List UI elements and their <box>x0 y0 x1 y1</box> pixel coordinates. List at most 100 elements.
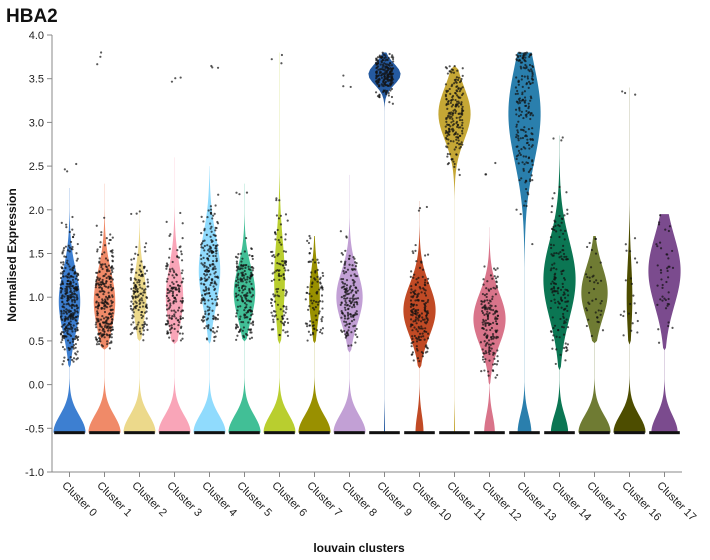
data-point <box>344 260 347 263</box>
data-point <box>482 278 485 281</box>
data-point <box>174 286 177 289</box>
data-point <box>273 300 277 303</box>
data-point <box>486 316 490 319</box>
data-point <box>566 212 569 215</box>
data-point <box>666 253 669 256</box>
data-point <box>72 344 75 347</box>
data-point <box>142 301 145 304</box>
data-point <box>201 263 205 266</box>
data-point <box>483 360 486 364</box>
data-point <box>108 347 111 350</box>
data-point <box>354 265 358 268</box>
data-point <box>350 320 354 323</box>
data-point <box>207 288 210 291</box>
data-point <box>172 339 175 342</box>
data-point <box>550 210 553 214</box>
data-point <box>273 271 276 274</box>
data-point <box>67 273 70 276</box>
data-point <box>75 259 78 262</box>
data-point <box>275 288 278 291</box>
data-point <box>181 222 184 225</box>
data-point <box>426 282 429 285</box>
data-point <box>515 113 518 116</box>
data-point <box>207 299 210 302</box>
data-point <box>551 316 554 319</box>
data-point <box>565 318 568 321</box>
data-point <box>139 286 142 289</box>
data-point <box>410 310 413 313</box>
data-point <box>137 308 140 312</box>
data-point <box>144 272 147 275</box>
data-point <box>525 109 528 113</box>
data-point <box>483 313 486 316</box>
data-point <box>176 330 179 333</box>
data-point <box>307 260 310 264</box>
data-point <box>212 285 215 288</box>
data-point <box>561 232 565 235</box>
data-point <box>552 334 555 337</box>
data-point <box>64 292 67 295</box>
data-point <box>73 292 76 295</box>
data-point <box>623 310 626 313</box>
data-point <box>491 363 495 366</box>
data-point <box>76 257 79 260</box>
data-point <box>425 344 428 347</box>
data-point <box>491 297 494 301</box>
data-point <box>353 280 356 284</box>
data-point <box>517 134 520 138</box>
data-point <box>111 318 114 321</box>
data-point <box>143 320 146 324</box>
data-point <box>521 85 524 88</box>
data-point <box>661 283 664 287</box>
data-point <box>448 117 452 120</box>
data-point <box>73 296 76 299</box>
data-point <box>131 297 135 300</box>
data-point <box>74 318 77 321</box>
data-point <box>344 336 347 339</box>
data-point <box>132 281 135 285</box>
data-point <box>518 179 521 182</box>
data-point <box>560 270 563 273</box>
data-point <box>111 294 114 297</box>
data-point <box>529 99 532 102</box>
data-point <box>214 275 217 278</box>
data-point <box>173 276 176 279</box>
data-point <box>145 323 148 326</box>
data-point <box>64 318 67 322</box>
data-point <box>563 278 566 281</box>
data-point <box>521 161 524 164</box>
data-point <box>236 298 239 302</box>
data-point <box>95 317 98 320</box>
data-point <box>315 300 318 303</box>
data-point <box>385 65 389 69</box>
data-point <box>65 226 68 229</box>
data-point <box>412 251 415 255</box>
data-point <box>555 230 558 233</box>
data-point <box>459 126 462 129</box>
data-point <box>237 253 240 256</box>
data-point <box>520 99 523 102</box>
x-tick-label: Cluster 9 <box>374 480 414 520</box>
data-point <box>461 118 464 122</box>
data-point <box>165 304 168 307</box>
data-point <box>214 318 217 321</box>
data-point <box>277 252 280 256</box>
data-point <box>452 71 456 74</box>
data-point <box>178 290 181 293</box>
data-point <box>354 286 358 289</box>
data-point <box>249 268 252 271</box>
data-point <box>530 70 534 73</box>
data-point <box>481 309 484 313</box>
data-point <box>457 105 460 108</box>
data-point <box>445 129 448 133</box>
data-point <box>215 302 218 305</box>
data-point <box>554 224 557 227</box>
zero-dots-cluster-6 <box>264 431 295 435</box>
data-point <box>275 197 278 200</box>
data-point <box>517 154 520 157</box>
data-point <box>270 311 273 314</box>
data-point <box>69 282 73 285</box>
data-point <box>382 81 385 84</box>
data-point <box>212 250 215 253</box>
data-point <box>212 233 215 236</box>
